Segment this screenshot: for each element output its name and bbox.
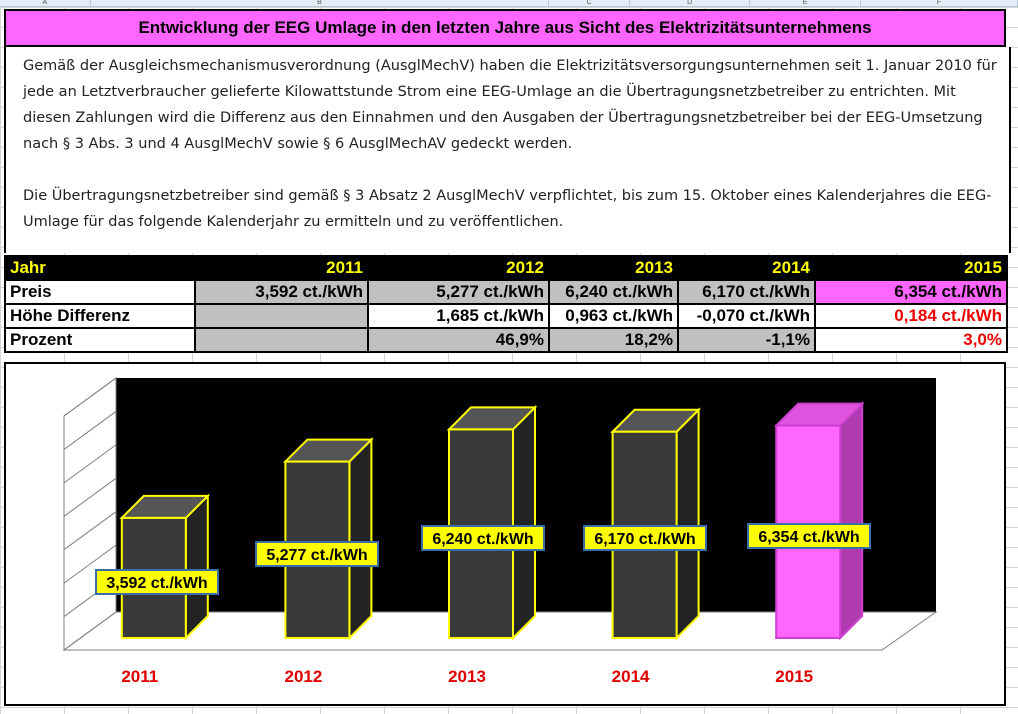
data-label-box [95, 569, 219, 595]
bar-side [348, 437, 373, 641]
cell-prozent-2011[interactable] [194, 327, 369, 353]
chart-gridline [63, 611, 117, 651]
cell-prozent-2015[interactable]: 3,0% [814, 327, 1008, 353]
description-box[interactable]: Gemäß der Ausgleichsmechanismusverordnun… [4, 47, 1011, 253]
x-tick-label: 2014 [612, 667, 650, 686]
header-cell-jahr[interactable]: Jahr [4, 255, 196, 281]
x-tick-label: 2012 [284, 667, 322, 686]
description-paragraph-1: Gemäß der Ausgleichsmechanismusverordnun… [23, 58, 997, 152]
row-label-preis[interactable]: Preis [4, 279, 196, 305]
column-header-a[interactable]: A [0, 0, 91, 6]
column-header-f[interactable]: F [861, 0, 1018, 6]
row-label-prozent[interactable]: Prozent [4, 327, 196, 353]
data-label-box [747, 523, 871, 549]
column-header-d[interactable]: D [630, 0, 751, 6]
column-header-b[interactable]: B [91, 0, 550, 6]
cell-differenz-2014[interactable]: -0,070 ct./kWh [677, 303, 816, 329]
row-label-differenz[interactable]: Höhe Differenz [4, 303, 196, 329]
header-cell-2013[interactable]: 2013 [548, 255, 679, 281]
bar-side [839, 401, 864, 641]
data-label: 5,277 ct./kWh [266, 547, 367, 564]
chart-side-wall [63, 377, 117, 651]
column-header-c[interactable]: C [549, 0, 630, 6]
cell-differenz-2012[interactable]: 1,685 ct./kWh [367, 303, 550, 329]
chart-gridline [63, 511, 117, 551]
x-tick-label: 2013 [448, 667, 486, 686]
cell-differenz-2015[interactable]: 0,184 ct./kWh [814, 303, 1008, 329]
column-header-bar: A B C D E F [0, 0, 1018, 7]
data-label-box [255, 541, 379, 567]
header-cell-2015[interactable]: 2015 [814, 255, 1008, 281]
chart-gridline [63, 377, 117, 417]
x-tick-label: 2011 [121, 667, 158, 686]
description-paragraph-2: Die Übertragungsnetzbetreiber sind gemäß… [23, 188, 992, 230]
x-tick-label: 2015 [775, 667, 813, 686]
data-label: 6,170 ct./kWh [594, 531, 695, 548]
bar-chart[interactable]: 3,592 ct./kWh 5,277 ct./kWh 6,240 ct./kWh 6… [6, 364, 1004, 704]
chart-gridline [63, 477, 117, 517]
chart-gridline [63, 411, 117, 450]
table-header-row: Jahr 2011 2012 2013 2014 2015 [4, 255, 1008, 281]
cell-preis-2011[interactable]: 3,592 ct./kWh [194, 279, 369, 305]
table-row-preis: Preis 3,592 ct./kWh 5,277 ct./kWh 6,240 … [4, 279, 1008, 305]
cell-differenz-2011[interactable] [194, 303, 369, 329]
cell-preis-2012[interactable]: 5,277 ct./kWh [367, 279, 550, 305]
header-cell-2011[interactable]: 2011 [194, 255, 369, 281]
chart-gridline [63, 544, 117, 584]
cell-preis-2014[interactable]: 6,170 ct./kWh [677, 279, 816, 305]
chart-container[interactable]: 3,592 ct./kWh 5,277 ct./kWh 6,240 ct./kWh 6… [4, 362, 1006, 706]
cell-preis-2015[interactable]: 6,354 ct./kWh [814, 279, 1008, 305]
eeg-data-table: Jahr 2011 2012 2013 2014 2015 Preis 3,59… [4, 255, 1008, 353]
data-label: 6,354 ct./kWh [758, 529, 859, 546]
cell-preis-2013[interactable]: 6,240 ct./kWh [548, 279, 679, 305]
cell-prozent-2012[interactable]: 46,9% [367, 327, 550, 353]
cell-prozent-2013[interactable]: 18,2% [548, 327, 679, 353]
bar-side [675, 407, 700, 641]
header-cell-2012[interactable]: 2012 [367, 255, 550, 281]
bar-side [184, 493, 209, 641]
header-cell-2014[interactable]: 2014 [677, 255, 816, 281]
cell-differenz-2013[interactable]: 0,963 ct./kWh [548, 303, 679, 329]
chart-x-axis: 2011 2012 2013 2014 2015 [121, 667, 813, 686]
bar-side [512, 404, 536, 641]
sheet-title[interactable]: Entwicklung der EEG Umlage in den letzte… [4, 9, 1006, 47]
chart-gridline [63, 444, 117, 484]
data-label-box [583, 525, 707, 551]
data-label: 3,592 ct./kWh [106, 575, 207, 592]
data-label-box [421, 525, 545, 551]
table-row-prozent: Prozent 46,9% 18,2% -1,1% 3,0% [4, 327, 1008, 353]
data-label: 6,240 ct./kWh [432, 531, 533, 548]
cell-prozent-2014[interactable]: -1,1% [677, 327, 816, 353]
column-header-e[interactable]: E [750, 0, 861, 6]
table-row-differenz: Höhe Differenz 1,685 ct./kWh 0,963 ct./k… [4, 303, 1008, 329]
chart-data-labels: 3,592 ct./kWh 5,277 ct./kWh 6,240 ct./kWh 6… [95, 523, 871, 595]
